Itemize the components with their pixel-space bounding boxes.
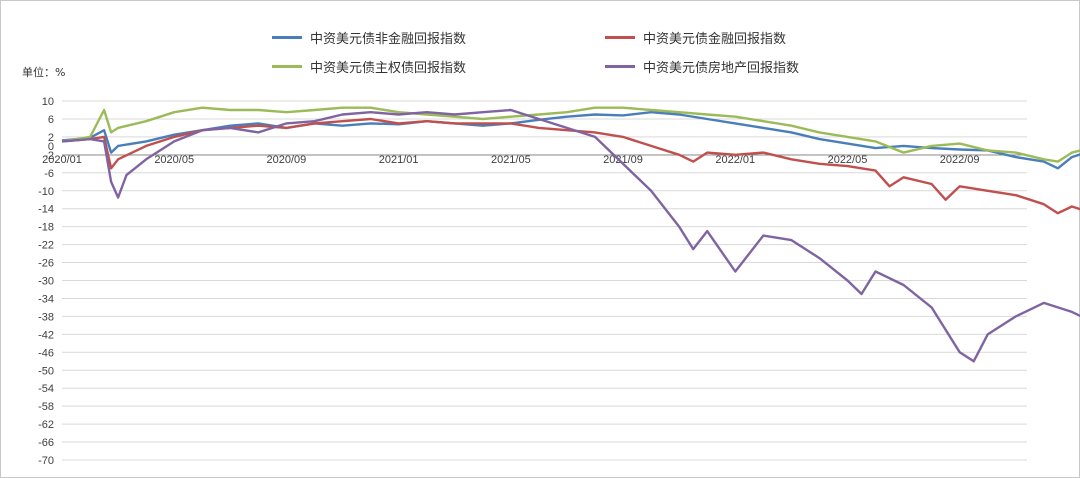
x-tick-label: 2020/05 <box>154 154 194 166</box>
y-tick-label: 6 <box>48 114 54 126</box>
x-tick-label: 2022/01 <box>715 154 755 166</box>
y-tick-label: -46 <box>38 347 54 359</box>
y-tick-label: -66 <box>38 437 54 449</box>
y-tick-label: -70 <box>38 455 54 467</box>
y-tick-label: -54 <box>38 383 54 395</box>
x-tick-label: 2022/05 <box>828 154 868 166</box>
y-tick-label: -10 <box>38 186 54 198</box>
gridlines <box>62 100 1027 461</box>
series-line-1 <box>61 117 1080 215</box>
y-tick-label: -18 <box>38 222 54 234</box>
series-lines <box>61 106 1080 363</box>
y-axis-ticks: 10 6 2 -2 -6 -10 -14 -18 -22 -26 -30 -34 -38 -42 -46 -5… <box>38 96 54 467</box>
legend-label-nonfinancial: 中资美元债非金融回报指数 <box>310 32 467 47</box>
legend-swatch-nonfinancial <box>272 36 302 39</box>
y-tick-label-zero: 0 <box>48 141 54 153</box>
legend-label-sovereign: 中资美元债主权债回报指数 <box>310 61 467 76</box>
y-tick-label: 10 <box>42 96 54 108</box>
legend-swatch-realestate <box>605 65 635 68</box>
x-axis-ticks: 2020/01 2020/05 2020/09 2021/01 2021/05 2021/… <box>42 154 979 166</box>
y-tick-label: -26 <box>38 258 54 270</box>
legend-item-sovereign: 中资美元债主权债回报指数 <box>272 57 466 76</box>
y-tick-label: -2 <box>44 150 54 162</box>
x-tick-label: 2022/09 <box>940 154 980 166</box>
y-tick-label: -30 <box>38 276 54 288</box>
y-tick-label: -14 <box>38 204 54 216</box>
series-line-2 <box>61 106 1080 163</box>
legend-swatch-financial <box>605 36 635 39</box>
legend-item-nonfinancial: 中资美元债非金融回报指数 <box>272 28 466 47</box>
legend-item-financial: 中资美元债金融回报指数 <box>605 28 786 47</box>
x-tick-label: 2020/09 <box>267 154 307 166</box>
unit-label: 单位：% <box>22 66 66 79</box>
legend-swatch-sovereign <box>272 65 302 68</box>
y-tick-label: -6 <box>44 168 54 180</box>
series-line-3 <box>61 108 1080 363</box>
y-tick-label: -42 <box>38 329 54 341</box>
series-line-0 <box>61 111 1080 170</box>
y-tick-label: -62 <box>38 419 54 431</box>
x-tick-label: 2021/09 <box>603 154 643 166</box>
y-tick-label: -50 <box>38 365 54 377</box>
y-tick-label: 2 <box>48 132 54 144</box>
y-tick-label: -34 <box>38 293 54 305</box>
y-tick-label: -22 <box>38 240 54 252</box>
x-tick-label: 2021/05 <box>491 154 531 166</box>
x-tick-label: 2021/01 <box>379 154 419 166</box>
legend-item-realestate: 中资美元债房地产回报指数 <box>605 57 799 76</box>
x-tick-label: 2020/01 <box>42 154 82 166</box>
y-tick-label: -38 <box>38 311 54 323</box>
y-tick-label: -58 <box>38 401 54 413</box>
legend-label-realestate: 中资美元债房地产回报指数 <box>643 61 800 76</box>
legend-label-financial: 中资美元债金融回报指数 <box>643 32 787 47</box>
